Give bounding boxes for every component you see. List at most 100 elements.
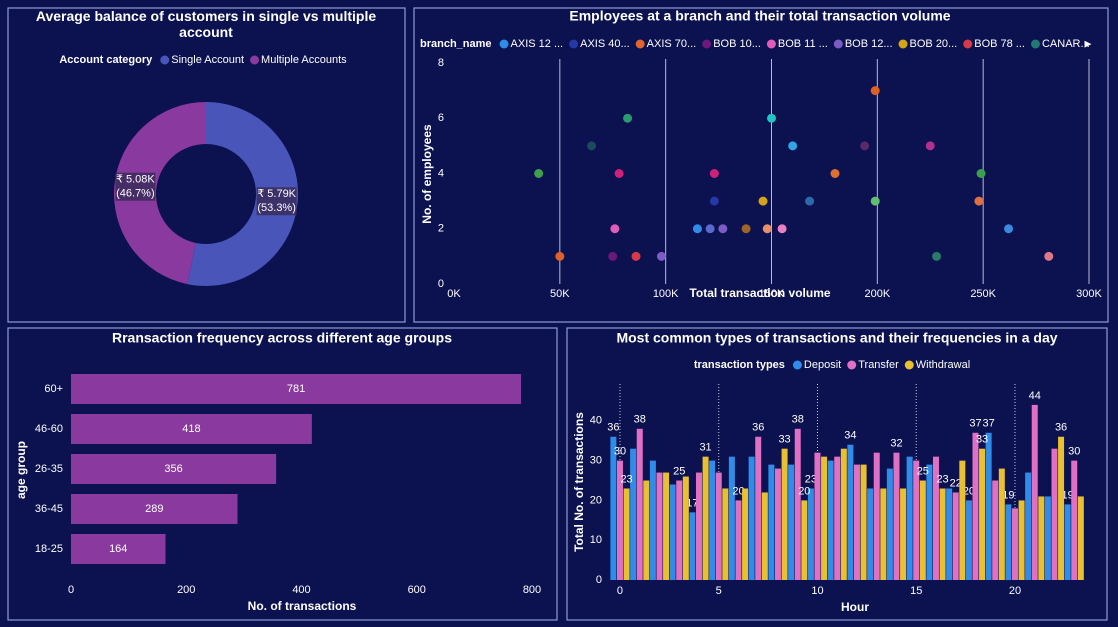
bar <box>663 472 670 580</box>
chart-title: Rransaction frequency across different a… <box>112 330 452 346</box>
data-label: 19 <box>1002 489 1014 501</box>
percent-label: (53.3%) <box>257 202 296 214</box>
legend-label: Single Account <box>171 54 244 66</box>
bar <box>748 456 755 580</box>
label-background <box>256 187 297 216</box>
bar <box>939 488 946 580</box>
data-label: 44 <box>1029 390 1041 402</box>
bar <box>932 456 939 580</box>
bar <box>794 428 801 580</box>
bar <box>1064 504 1071 580</box>
legend-next-arrow[interactable]: ▶ <box>1085 38 1092 48</box>
legend-marker <box>833 39 843 49</box>
data-label: 25 <box>673 465 685 477</box>
bar <box>676 480 683 580</box>
bar <box>71 494 238 524</box>
data-label: 36 <box>752 422 764 434</box>
legend-marker <box>904 360 914 370</box>
legend-label: AXIS 40... <box>580 38 630 50</box>
legend-label: Transfer <box>858 359 899 371</box>
data-label: ₹ 5.08K <box>116 174 155 186</box>
data-label: 33 <box>976 434 988 446</box>
legend-marker <box>569 39 579 49</box>
legend-title: transaction types <box>694 359 785 371</box>
bar <box>965 500 972 580</box>
data-label: 36 <box>1055 422 1067 434</box>
bar <box>1071 460 1078 580</box>
bar <box>755 436 762 580</box>
legend-title: Account category <box>59 54 153 66</box>
scatter-point <box>974 196 984 206</box>
bar <box>880 488 887 580</box>
legend-marker <box>898 39 908 49</box>
x-tick-label: 200K <box>864 288 890 300</box>
legend-marker <box>792 360 802 370</box>
bar <box>689 512 696 580</box>
scatter-point <box>709 169 719 178</box>
bar <box>702 456 709 580</box>
bar <box>1011 508 1018 580</box>
scatter-point <box>555 251 565 261</box>
bar <box>781 448 788 580</box>
bar <box>649 460 656 580</box>
bar <box>715 472 722 580</box>
bar <box>630 448 637 580</box>
y-axis-title: age group <box>14 441 28 499</box>
chart-title: Average balance of customers in single v… <box>36 8 376 40</box>
legend-marker <box>160 55 170 65</box>
bar <box>695 472 702 580</box>
bar <box>801 500 808 580</box>
x-tick-label: 50K <box>550 288 570 300</box>
data-label: 31 <box>699 442 711 454</box>
scatter-point <box>709 196 719 206</box>
bar <box>807 488 814 580</box>
legend-label: BOB 78 ... <box>974 38 1025 50</box>
data-label: 289 <box>145 503 163 515</box>
bar <box>761 492 768 580</box>
bar <box>616 460 623 580</box>
bar <box>1005 504 1012 580</box>
donut-slice <box>113 102 206 285</box>
bar <box>1018 500 1025 580</box>
y-tick-label: 0 <box>596 574 602 586</box>
legend-marker <box>766 39 776 49</box>
legend-title: branch_name <box>420 38 492 50</box>
bar <box>906 456 913 580</box>
scatter-point <box>741 224 751 234</box>
x-tick-label: 0 <box>68 584 74 596</box>
scatter-point <box>925 141 935 151</box>
data-label: 22 <box>950 477 962 489</box>
bar <box>1025 472 1032 580</box>
y-tick-label: 30 <box>590 455 602 467</box>
data-label: 36 <box>607 422 619 434</box>
scatter-point <box>705 224 715 234</box>
y-tick-label: 4 <box>438 167 444 179</box>
data-label: 23 <box>936 473 948 485</box>
legend-label: BOB 20... <box>910 38 958 50</box>
scatter-point <box>976 169 986 178</box>
bar <box>946 488 953 580</box>
label-background <box>115 172 156 201</box>
data-label: 30 <box>614 446 626 458</box>
legend-marker <box>635 39 645 49</box>
data-label: 23 <box>620 473 632 485</box>
y-tick-label: 6 <box>438 112 444 124</box>
bar <box>1058 436 1065 580</box>
bar <box>840 448 847 580</box>
x-tick-label: 0K <box>447 288 461 300</box>
bar <box>834 456 841 580</box>
bar <box>913 460 920 580</box>
scatter-point <box>762 224 772 234</box>
data-label: 37 <box>983 418 995 430</box>
legend-marker <box>702 39 712 49</box>
bar <box>788 464 795 580</box>
scatter-point <box>1044 251 1054 261</box>
bar <box>669 484 676 580</box>
bar <box>860 464 867 580</box>
bar <box>682 476 689 580</box>
scatter-point <box>656 251 666 261</box>
data-label: 23 <box>805 473 817 485</box>
y-tick-label: 60+ <box>44 383 63 395</box>
scatter-point <box>870 86 880 96</box>
bar <box>847 444 854 580</box>
